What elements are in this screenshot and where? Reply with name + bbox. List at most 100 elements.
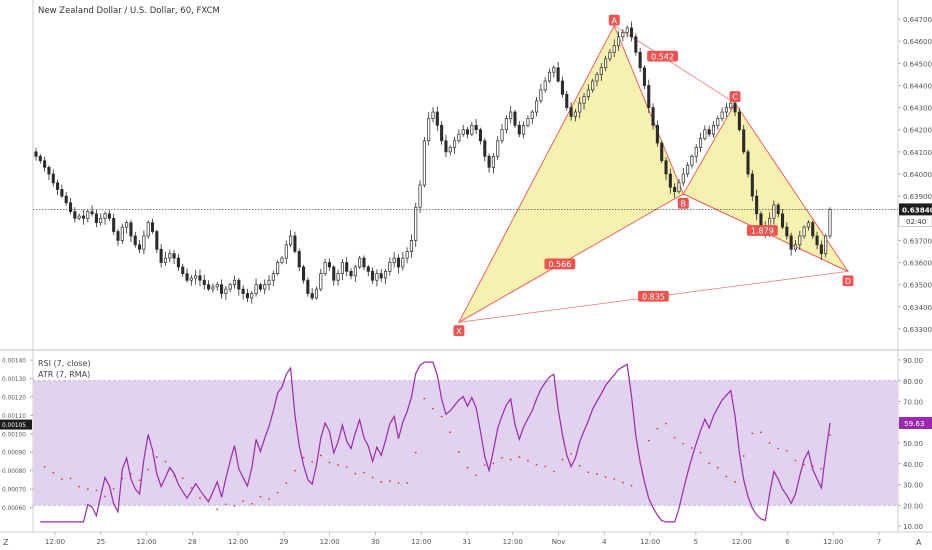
pattern-point-b: B bbox=[677, 197, 689, 209]
candle-body bbox=[556, 67, 560, 82]
pattern-point-c-bg bbox=[729, 91, 741, 102]
candle-body bbox=[150, 222, 155, 232]
atr-dot bbox=[319, 454, 322, 457]
rsi-axis[interactable]: 90.0080.0070.0060.0050.0040.0030.0020.00… bbox=[898, 357, 932, 531]
candle-body bbox=[629, 27, 634, 38]
candle-body bbox=[668, 173, 672, 188]
pattern-point-x-text: X bbox=[456, 327, 462, 336]
time-axis[interactable]: 12:00 25 12:00 28 12:00 29 12:00 30 12:00 31 12:00… bbox=[45, 532, 881, 546]
candle-body bbox=[418, 184, 422, 208]
candle-body bbox=[612, 45, 616, 53]
candle-body bbox=[353, 266, 357, 277]
candle-body bbox=[539, 89, 543, 102]
candle-body bbox=[383, 271, 388, 279]
candle-body bbox=[686, 164, 690, 175]
atr-dot bbox=[311, 460, 314, 463]
candle-body bbox=[586, 89, 590, 97]
candle-body bbox=[112, 217, 116, 232]
atr-dot bbox=[621, 481, 624, 484]
candle-body bbox=[237, 279, 241, 290]
pattern-labels: X A B C D 0.542 0.566 1.879 0.835 bbox=[453, 14, 854, 337]
atr-dot bbox=[527, 459, 529, 462]
candle-body bbox=[107, 213, 111, 219]
candle-body bbox=[358, 257, 362, 268]
pattern-ratio: 1.879 bbox=[746, 225, 778, 236]
atr-dot bbox=[820, 467, 823, 470]
atr-dot bbox=[337, 464, 339, 466]
atr-dot bbox=[596, 473, 598, 475]
time-tick-label: 12:00 bbox=[411, 538, 431, 546]
corner-label-right[interactable]: A bbox=[916, 538, 922, 547]
rsi-tick-label: 10.00 bbox=[903, 523, 923, 531]
candle-body bbox=[694, 147, 698, 157]
atr-dot bbox=[699, 451, 702, 454]
atr-tick-label: 0.00100 bbox=[2, 432, 26, 438]
candle-body bbox=[202, 279, 206, 286]
pattern-ratio-bg bbox=[544, 258, 576, 270]
atr-dot bbox=[518, 456, 521, 458]
time-tick-label: 12:00 bbox=[228, 538, 248, 546]
price-tick-label: 0.64600 bbox=[903, 38, 932, 46]
atr-last-tag[interactable] bbox=[0, 419, 32, 430]
candle-body bbox=[789, 235, 793, 250]
time-tick-label: 31 bbox=[463, 538, 472, 546]
candle-body bbox=[785, 226, 789, 237]
candle-body bbox=[409, 240, 413, 252]
candle-body bbox=[491, 155, 495, 168]
atr-dot bbox=[440, 415, 443, 418]
candle-body bbox=[215, 284, 219, 288]
candle-body bbox=[284, 244, 288, 259]
atr-dot bbox=[388, 480, 391, 483]
atr-dot bbox=[345, 465, 348, 468]
atr-dot bbox=[578, 464, 581, 467]
candle-body bbox=[604, 58, 608, 69]
atr-dot bbox=[216, 508, 219, 511]
corner-label-left[interactable]: Z bbox=[3, 538, 9, 547]
candle-body bbox=[729, 102, 733, 108]
atr-tick-label: 0.00090 bbox=[2, 451, 26, 457]
candle-body bbox=[159, 248, 163, 263]
candle-body bbox=[224, 288, 228, 294]
time-tick-label: 25 bbox=[96, 538, 105, 546]
price-axis[interactable]: 0.64700 0.64600 0.64500 0.64400 0.64300 0.642… bbox=[898, 16, 932, 334]
chart-title: New Zealand Dollar / U.S. Dollar, 60, FX… bbox=[38, 6, 220, 16]
price-tick-label: 0.63400 bbox=[903, 304, 932, 312]
candle-body bbox=[720, 111, 724, 120]
candle-body bbox=[802, 226, 806, 237]
candle-body bbox=[608, 51, 612, 60]
candle-body bbox=[38, 155, 42, 162]
time-tick-label: 12:00 bbox=[823, 538, 843, 546]
candle-body bbox=[565, 93, 569, 108]
atr-dot bbox=[604, 476, 607, 479]
candle-body bbox=[711, 124, 716, 135]
atr-axis[interactable]: 0.00140 0.00130 0.00120 0.00110 0.00100 0.000… bbox=[0, 359, 33, 513]
candle-body bbox=[444, 140, 448, 153]
atr-dot bbox=[173, 474, 175, 477]
candle-body bbox=[64, 195, 68, 204]
atr-dot bbox=[155, 456, 158, 459]
atr-dot bbox=[224, 503, 227, 506]
candle-body bbox=[422, 140, 426, 186]
candle-body bbox=[543, 80, 547, 91]
rsi-band bbox=[33, 380, 898, 506]
last-price-tag[interactable] bbox=[899, 203, 932, 216]
time-tick-label: 28 bbox=[188, 538, 197, 546]
atr-tick-label: 0.00120 bbox=[2, 395, 26, 401]
candle-body bbox=[163, 257, 167, 263]
candle-body bbox=[138, 244, 142, 250]
candle-body bbox=[517, 124, 521, 135]
rsi-tick-label: 90.00 bbox=[903, 357, 923, 365]
rsi-last-tag[interactable] bbox=[899, 417, 932, 430]
candle-body bbox=[271, 273, 275, 281]
atr-dot bbox=[639, 462, 642, 464]
candle-body bbox=[746, 151, 750, 175]
pattern-ratio-text: 0.835 bbox=[642, 292, 665, 301]
price-tick-label: 0.63900 bbox=[903, 193, 932, 201]
atr-dot bbox=[665, 422, 667, 425]
candle-body bbox=[146, 222, 150, 237]
pattern-point-a: A bbox=[608, 14, 620, 26]
candle-body bbox=[263, 284, 267, 290]
atr-legend: ATR (7, RMA) bbox=[38, 370, 90, 379]
